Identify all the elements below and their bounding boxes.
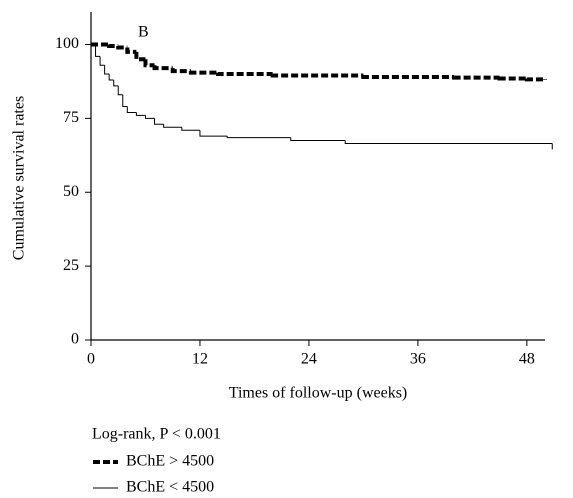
y-tick-label: 0 [71,331,79,348]
survival-step [122,94,128,108]
survival-step [188,70,219,75]
y-tick-label: 25 [63,257,79,274]
survival-step [344,140,553,144]
survival-step [95,44,101,57]
survival-step [270,73,364,78]
x-tick-label: 36 [410,351,426,368]
x-tick-label: 48 [519,351,535,368]
survival-step [104,65,110,75]
survival-step [99,56,105,66]
survival-step [361,75,455,80]
x-tick-label: 0 [87,351,95,368]
survival-step [226,136,291,139]
survival-step [163,124,182,128]
survival-step [113,79,119,87]
y-tick-label: 50 [63,183,79,200]
survival-step [497,76,527,81]
survival-step [144,115,155,119]
survival-step [170,68,191,74]
survival-step [152,65,173,71]
survival-step [125,47,137,54]
y-tick-label: 100 [55,35,79,52]
survival-step [199,130,228,137]
annotation: B [138,24,149,41]
survival-step [107,43,119,48]
x-tick-label: 24 [301,351,317,368]
y-axis-label: Cumulative survival rates [11,96,28,260]
survival-step [135,112,146,116]
survival-step [452,75,500,80]
survival-step [216,72,273,77]
legend-title: Log-rank, P < 0.001 [92,426,221,443]
survival-step [116,45,128,50]
survival-step [108,74,114,81]
survival-step [143,59,155,68]
legend-label: BChE > 4500 [126,453,214,470]
survival-step [154,118,164,125]
survival-step [181,127,200,131]
y-tick-label: 75 [63,109,79,126]
survival-step [290,137,346,142]
legend-label: BChE < 4500 [126,479,214,496]
x-axis-label: Times of follow-up (weeks) [229,385,408,402]
x-tick-label: 12 [192,351,208,368]
survival-step [126,106,137,113]
survival-step [134,51,146,62]
survival-step [117,85,123,96]
survival-step [524,77,545,82]
